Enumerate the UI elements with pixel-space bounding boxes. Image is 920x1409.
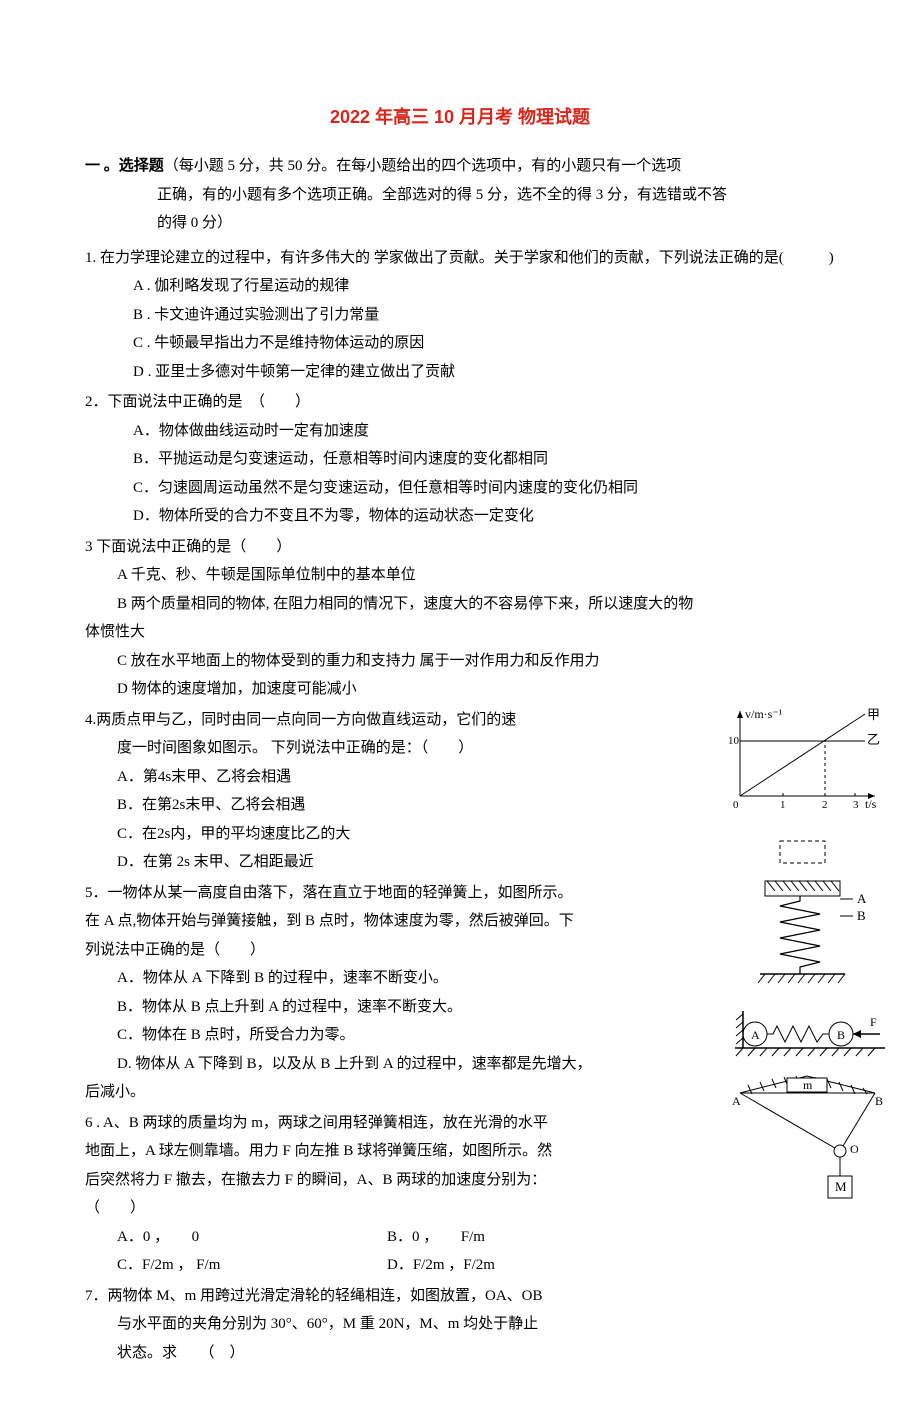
- q7-figure: m M A B O: [730, 1071, 885, 1206]
- q3-option-b-cont: 体惯性大: [85, 618, 835, 647]
- q7-label-m-small: m: [803, 1078, 813, 1092]
- q4-jia: 甲: [867, 707, 880, 722]
- question-4: 4.两质点甲与乙，同时由同一点向同一方向做直线运动，它们的速 度一时间图象如图示…: [85, 706, 835, 877]
- q5-stem-2: 在 A 点,物体开始与弹簧接触，到 B 点时，物体速度为零，然后被弹回。下: [85, 907, 665, 936]
- q6-label-b: B: [837, 1028, 845, 1042]
- q3-option-a: A 千克、秒、牛顿是国际单位制中的基本单位: [117, 561, 835, 590]
- q5-stem-1: 5．一物体从某一高度自由落下，落在直立于地面的轻弹簧上，如图所示。: [85, 879, 665, 908]
- q5-figure: A B: [745, 836, 885, 996]
- q6-option-d: D．F/2m ，F/2m: [387, 1251, 607, 1280]
- q5-stem-3: 列说法中正确的是（ ）: [85, 936, 665, 965]
- q3-option-d: D 物体的速度增加，加速度可能减小: [117, 675, 835, 704]
- q7-label-o: O: [850, 1142, 859, 1156]
- q4-x1: 1: [780, 799, 786, 811]
- q5-option-d-1: D. 物体从 A 下降到 B，以及从 B 上升到 A 的过程中，速率都是先增大，: [117, 1050, 665, 1079]
- section-header: 一 。选择题（每小题 5 分，共 50 分。在每小题给出的四个选项中，有的小题只…: [85, 152, 835, 238]
- q6-stem-1: 6 . A、B 两球的质量均为 m，两球之间用轻弹簧相连，放在光滑的水平: [85, 1109, 665, 1138]
- q3-stem: 3 下面说法中正确的是（ ）: [85, 533, 835, 562]
- q5-option-d-2: 后减小。: [85, 1078, 665, 1107]
- section-label: 一 。选择题: [85, 158, 164, 174]
- section-desc-3: 的得 0 分）: [157, 215, 232, 231]
- q2-option-c: C．匀速圆周运动虽然不是匀变速运动，但任意相等时间内速度的变化仍相同: [133, 474, 835, 503]
- q2-option-b: B．平抛运动是匀变速运动，任意相等时间内速度的变化都相同: [133, 445, 835, 474]
- question-5: 5．一物体从某一高度自由落下，落在直立于地面的轻弹簧上，如图所示。 在 A 点,…: [85, 879, 835, 1107]
- q7-stem-2: 与水平面的夹角分别为 30°、60°，M 重 20N，M、m 均处于静止: [117, 1310, 665, 1339]
- q3-option-c: C 放在水平地面上的物体受到的重力和支持力 属于一对作用力和反作用力: [117, 647, 835, 676]
- question-7: 7．两物体 M、m 用跨过光滑定滑轮的轻绳相连，如图放置，OA、OB 与水平面的…: [85, 1282, 835, 1368]
- q1-option-d: D . 亚里士多德对牛顿第一定律的建立做出了贡献: [133, 358, 835, 387]
- q4-figure: v/m·s⁻¹ 10 0 1 2 3 t/s 甲 乙: [725, 706, 885, 816]
- q4-stem-2: 度一时间图象如图示。 下列说法中正确的是：（ ）: [117, 734, 665, 763]
- q4-stem-1: 4.两质点甲与乙，同时由同一点向同一方向做直线运动，它们的速: [85, 706, 665, 735]
- question-1: 1. 在力学理论建立的过程中，有许多伟大的 学家做出了贡献。关于学家和他们的贡献…: [85, 244, 835, 387]
- q5-label-a: A: [857, 891, 867, 906]
- questions-with-figures: v/m·s⁻¹ 10 0 1 2 3 t/s 甲 乙: [85, 706, 835, 1368]
- q5-option-b: B．物体从 B 点上升到 A 的过程中，速率不断变大。: [117, 993, 665, 1022]
- q4-x2: 2: [822, 799, 828, 811]
- q1-option-c: C . 牛顿最早指出力不是维持物体运动的原因: [133, 329, 835, 358]
- q6-stem-3: 后突然将力 F 撤去，在撤去力 F 的瞬间，A、B 两球的加速度分别为：: [85, 1166, 665, 1195]
- q5-option-c: C．物体在 B 点时，所受合力为零。: [117, 1021, 665, 1050]
- q2-option-d: D．物体所受的合力不变且不为零，物体的运动状态一定变化: [133, 502, 835, 531]
- q1-option-b: B . 卡文迪许通过实验测出了引力常量: [133, 301, 835, 330]
- q7-stem-1: 7．两物体 M、m 用跨过光滑定滑轮的轻绳相连，如图放置，OA、OB: [85, 1282, 665, 1311]
- q4-x3: 3: [853, 799, 859, 811]
- q1-option-a: A . 伽利略发现了行星运动的规律: [133, 272, 835, 301]
- q1-stem: 1. 在力学理论建立的过程中，有许多伟大的 学家做出了贡献。关于学家和他们的贡献…: [85, 244, 835, 273]
- q2-stem: 2．下面说法中正确的是 （ ）: [85, 388, 835, 417]
- q4-x0: 0: [733, 799, 739, 811]
- q6-label-a: A: [751, 1028, 760, 1042]
- question-3: 3 下面说法中正确的是（ ） A 千克、秒、牛顿是国际单位制中的基本单位 B 两…: [85, 533, 835, 704]
- q6-stem-4: （ ）: [85, 1194, 665, 1223]
- question-2: 2．下面说法中正确的是 （ ） A．物体做曲线运动时一定有加速度 B．平抛运动是…: [85, 388, 835, 531]
- q6-option-a: A．0 ， 0: [117, 1223, 387, 1252]
- section-desc-2: 正确，有的小题有多个选项正确。全部选对的得 5 分，选不全的得 3 分，有选错或…: [157, 187, 727, 203]
- q4-option-b: B．在第2s末甲、乙将会相遇: [117, 791, 665, 820]
- q6-label-f: F: [870, 1015, 877, 1029]
- q7-label-b: B: [875, 1094, 883, 1108]
- q6-stem-2: 地面上，A 球左侧靠墙。用力 F 向左推 B 球将弹簧压缩，如图所示。然: [85, 1137, 665, 1166]
- q4-ytick: 10: [728, 735, 740, 747]
- exam-title: 2022 年高三 10 月月考 物理试题: [85, 100, 835, 134]
- section-desc-1: （每小题 5 分，共 50 分。在每小题给出的四个选项中，有的小题只有一个选项: [164, 158, 682, 174]
- q6-option-c: C．F/2m ， F/m: [117, 1251, 387, 1280]
- q4-option-a: A．第4s末甲、乙将会相遇: [117, 763, 665, 792]
- q4-xlabel: t/s: [865, 797, 877, 811]
- q4-option-c: C．在2s内，甲的平均速度比乙的大: [117, 820, 665, 849]
- q4-yi: 乙: [867, 732, 880, 747]
- q7-label-a: A: [732, 1094, 741, 1108]
- q2-option-a: A．物体做曲线运动时一定有加速度: [133, 417, 835, 446]
- q5-label-b: B: [857, 908, 866, 923]
- q6-figure: A B F: [735, 1006, 885, 1066]
- q7-label-m-big: M: [835, 1179, 847, 1194]
- q6-option-b: B．0 ， F/m: [387, 1223, 607, 1252]
- q7-stem-3: 状态。求 （ ）: [117, 1339, 665, 1368]
- q4-ylabel: v/m·s⁻¹: [745, 707, 783, 721]
- question-6: 6 . A、B 两球的质量均为 m，两球之间用轻弹簧相连，放在光滑的水平 地面上…: [85, 1109, 835, 1280]
- q4-option-d: D．在第 2s 末甲、乙相距最近: [117, 848, 665, 877]
- q3-option-b: B 两个质量相同的物体, 在阻力相同的情况下，速度大的不容易停下来，所以速度大的…: [117, 590, 835, 619]
- q5-option-a: A．物体从 A 下降到 B 的过程中，速率不断变小。: [117, 964, 665, 993]
